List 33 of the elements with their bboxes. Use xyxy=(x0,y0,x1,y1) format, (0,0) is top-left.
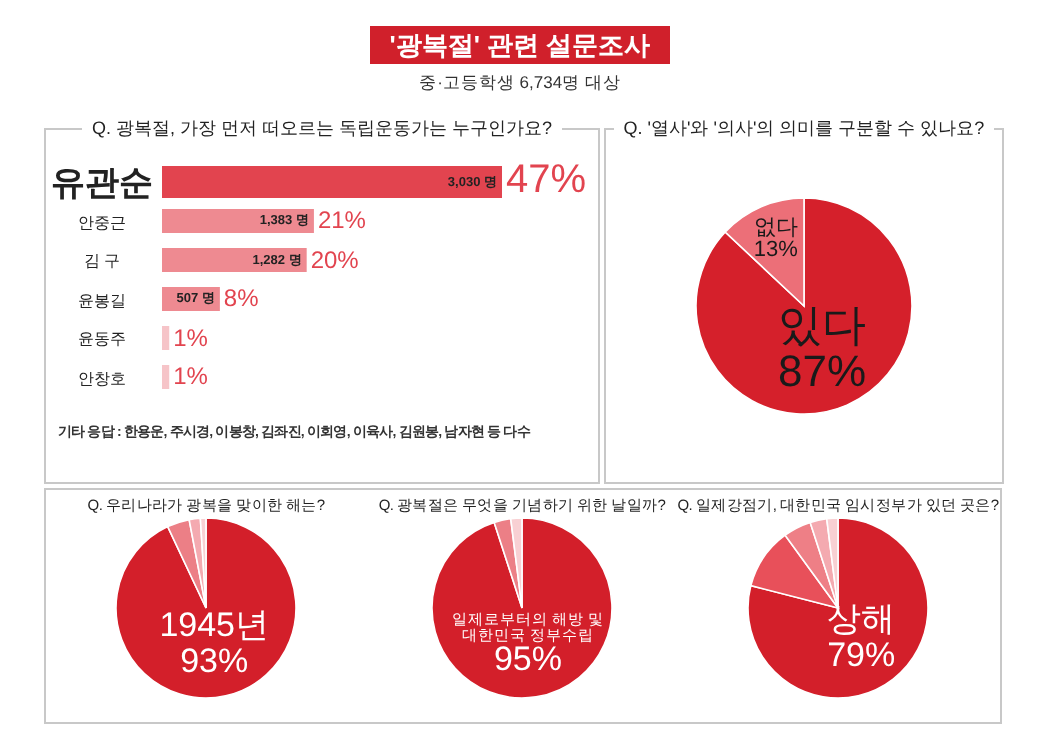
slice-label: 없다 xyxy=(751,215,800,240)
y-tick-label: 윤동주 xyxy=(76,328,128,351)
pie-slice xyxy=(431,517,613,699)
chart-title: Q. '열사'와 '의사'의 의미를 구분할 수 있나요? xyxy=(613,118,995,138)
data-label: 93% xyxy=(178,642,251,681)
chart-title: Q. 광복절, 가장 먼저 떠오르는 독립운동가는 누구인가요? xyxy=(81,118,562,138)
slice-label: 상해 xyxy=(825,599,898,638)
data-label: 13% xyxy=(751,238,800,264)
data-label: 87% xyxy=(775,345,869,396)
data-label: 20% xyxy=(310,245,359,274)
pie-slice xyxy=(747,517,929,699)
y-tick-label: 안창호 xyxy=(76,367,128,390)
pie-slice xyxy=(695,197,913,415)
bar xyxy=(162,248,307,272)
bar xyxy=(162,209,314,233)
text: '광복절' 관련 설문조사 xyxy=(369,26,671,64)
slice-label: 1945년 xyxy=(157,606,272,645)
data-label: 47% xyxy=(506,158,587,204)
y-tick-label: 유관순 xyxy=(50,162,154,207)
data-label: 8% xyxy=(223,284,259,313)
data-label: 21% xyxy=(317,206,366,235)
data-label: 1% xyxy=(173,323,208,352)
y-tick-label: 안중근 xyxy=(76,211,128,234)
data-label: 79% xyxy=(825,635,898,674)
bar xyxy=(162,326,170,350)
y-tick-label: 윤봉길 xyxy=(76,289,128,312)
data-label: 95% xyxy=(493,640,562,679)
data-label: 1% xyxy=(173,362,208,391)
pie-slice xyxy=(115,517,297,699)
bar xyxy=(162,365,170,389)
y-tick-label: 김 구 xyxy=(81,250,123,273)
slice-label: 있다 xyxy=(776,299,868,350)
text: 중·고등학생 6,734명 대상 xyxy=(417,72,623,96)
